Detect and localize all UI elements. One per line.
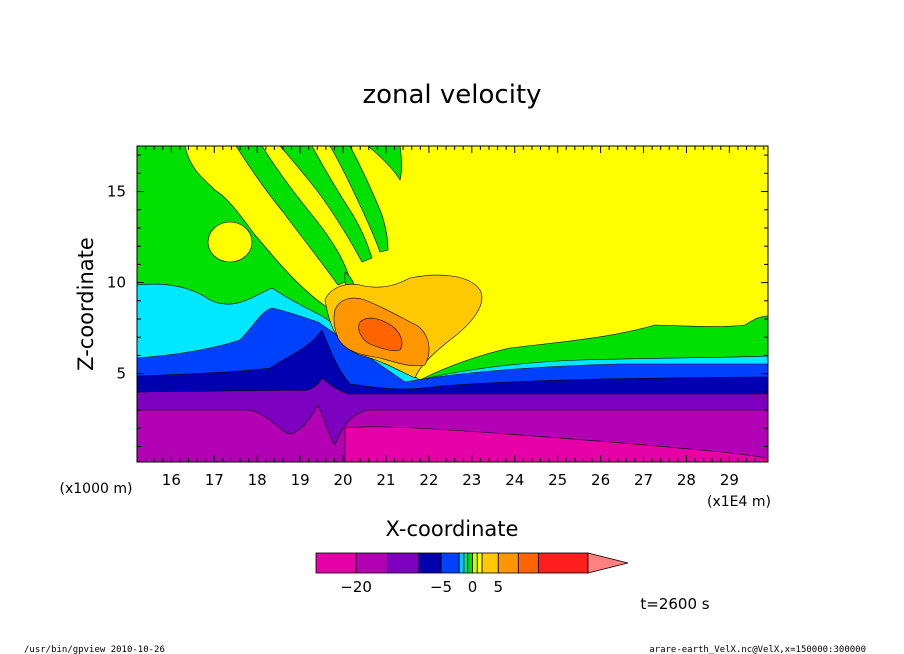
colorbar-tick-label: −5 — [430, 578, 452, 596]
x-tick-label: 26 — [591, 471, 610, 489]
colorbar-tick-label: −20 — [340, 578, 372, 596]
green-streak-4 — [367, 146, 402, 181]
chart-title: zonal velocity — [362, 80, 541, 110]
colorbar-segment — [476, 552, 483, 574]
colorbar-segment — [467, 552, 473, 574]
footer-left: /usr/bin/gpview 2010-10-26 — [24, 645, 165, 654]
green-streak-2 — [279, 146, 373, 263]
time-annotation: t=2600 s — [640, 595, 709, 613]
x-tick-label: 27 — [634, 471, 653, 489]
colorbar-tick-label: 0 — [468, 578, 478, 596]
y-tick-label: 15 — [107, 183, 126, 201]
x-axis-label: X-coordinate — [386, 517, 519, 541]
magenta-band — [344, 426, 768, 462]
contour-field — [137, 146, 768, 462]
footer-right: arare-earth_VelX.nc@VelX,x=150000:300000 — [649, 645, 866, 654]
y-tick-label: 10 — [107, 274, 126, 292]
colorbar-segment — [440, 552, 460, 574]
y-axis-ticks: 5 10 15 — [107, 154, 768, 448]
colorbar-segment — [458, 552, 465, 574]
x-tick-label: 29 — [720, 471, 739, 489]
x-unit-note: (x1E4 m) — [707, 494, 771, 510]
colorbar-extend-arrow — [587, 552, 629, 574]
x-tick-label: 28 — [677, 471, 696, 489]
colorbar-segment — [463, 552, 469, 574]
colorbar — [315, 552, 629, 574]
plot-frame — [136, 145, 769, 463]
colorbar-segment — [517, 552, 539, 574]
x-tick-label: 17 — [205, 471, 224, 489]
x-tick-label: 16 — [162, 471, 181, 489]
green-streak-1 — [235, 146, 351, 286]
navy-band — [137, 329, 768, 401]
x-axis-ticks: 16 17 18 19 20 21 22 23 24 25 26 27 28 29 — [136, 146, 765, 489]
x-tick-label: 19 — [291, 471, 310, 489]
colorbar-segment — [497, 552, 519, 574]
x-tick-label: 24 — [505, 471, 524, 489]
x-tick-label: 25 — [548, 471, 567, 489]
colorbar-segment — [315, 552, 357, 574]
green-streak-3 — [329, 146, 389, 253]
colorbar-labels: −20 −5 0 5 — [340, 578, 503, 596]
x-tick-label: 20 — [333, 471, 352, 489]
x-tick-label: 23 — [462, 471, 481, 489]
red-orange-core — [358, 317, 403, 351]
colorbar-segment — [355, 552, 388, 574]
colorbar-tick-label: 5 — [494, 578, 504, 596]
colorbar-segment — [472, 552, 478, 574]
yellow-eddy — [207, 221, 253, 263]
x-tick-label: 21 — [376, 471, 395, 489]
x-tick-label: 18 — [248, 471, 267, 489]
colorbar-segment — [387, 552, 420, 574]
y-axis-label: Z-coordinate — [74, 237, 98, 371]
y-unit-note: (x1000 m) — [60, 481, 133, 497]
colorbar-segment — [481, 552, 499, 574]
x-tick-label: 22 — [419, 471, 438, 489]
colorbar-segment — [418, 552, 442, 574]
y-tick-label: 5 — [116, 365, 126, 383]
colorbar-segment — [537, 552, 589, 574]
